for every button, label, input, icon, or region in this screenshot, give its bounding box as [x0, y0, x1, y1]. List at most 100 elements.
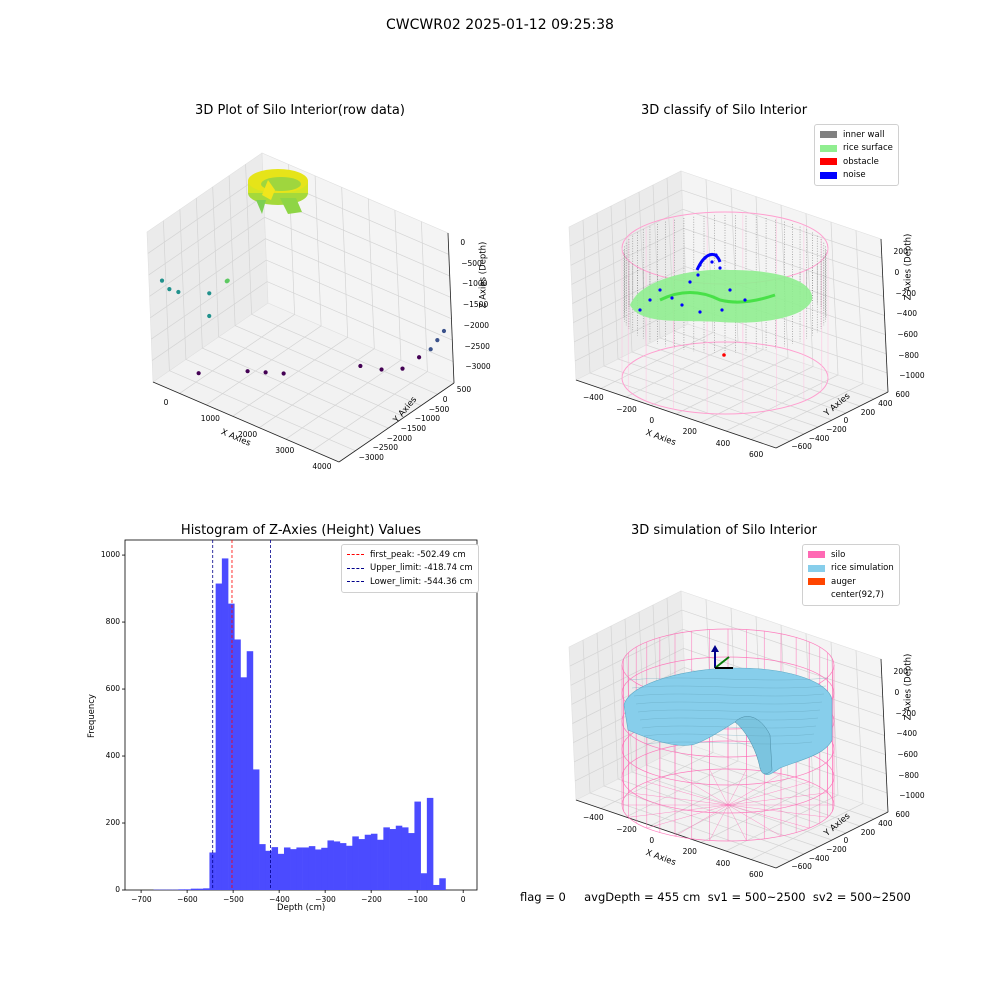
panel2-grid-y — [666, 177, 875, 400]
panel1-z-axis-line — [447, 232, 455, 384]
panel1-title: 3D Plot of Silo Interior(row data) — [195, 103, 405, 118]
panel4-x-tick: −400 — [583, 813, 604, 823]
rice-simulation-mesh — [643, 733, 815, 737]
panel4-z-axis-line — [880, 658, 889, 813]
panel2-grid-x — [650, 196, 764, 406]
histogram-plot-area — [124, 539, 478, 891]
histogram-bar — [420, 873, 428, 890]
noise-point — [696, 273, 700, 277]
panel1-y-tick: −3000 — [358, 452, 384, 462]
noise-point — [658, 288, 662, 292]
panel2-y-tick: 400 — [878, 398, 893, 408]
histogram-bar — [246, 651, 254, 890]
silo-wire-spoke — [628, 792, 729, 806]
legend-item-upper-limit: Upper_limit: -418.74 cm — [347, 562, 473, 576]
panel1-grid-y — [212, 186, 405, 418]
panel4-x-tick: 0 — [649, 836, 655, 846]
histogram-bar — [333, 841, 341, 890]
histogram-bar — [383, 827, 390, 890]
panel4-y-tick: 600 — [895, 810, 910, 820]
legend-swatch — [820, 171, 837, 179]
legend-item-noise: noise — [820, 169, 893, 183]
panel4-grid-z — [569, 609, 883, 679]
histogram-y-tick: 400 — [105, 751, 120, 761]
histogram-bar — [401, 827, 409, 890]
panel1-grid-y — [179, 209, 373, 440]
panel2-grid-y — [582, 219, 791, 442]
noise-point — [710, 260, 714, 264]
panel2-y-tick: 0 — [843, 416, 849, 426]
histogram-bar — [358, 839, 366, 890]
panel4-title: 3D simulation of Silo Interior — [631, 523, 817, 538]
panel1-x-tick: 4000 — [312, 462, 332, 471]
silo-wire-ring — [621, 740, 835, 814]
panel4-z-tick: −600 — [897, 749, 918, 759]
panel2-z-axis-line — [880, 238, 889, 393]
legend-item-lower-limit: Lower_limit: -544.36 cm — [347, 575, 473, 589]
histogram-x-tick: −100 — [407, 895, 428, 904]
legend-label: noise — [843, 170, 866, 181]
data-point — [245, 369, 250, 374]
legend-label: center(92,7) — [831, 590, 884, 601]
panel4-grid-y — [624, 618, 833, 841]
histogram-bar — [433, 884, 440, 890]
noise-point — [720, 308, 724, 312]
noise-point — [670, 296, 674, 300]
histogram-bar — [439, 878, 446, 890]
legend-item-first-peak: first_peak: -502.49 cm — [347, 548, 473, 562]
data-point — [400, 366, 405, 371]
panel4-x-tick: −200 — [616, 824, 637, 834]
panel2-z-tick: −600 — [897, 329, 918, 339]
silo-wire-spoke — [646, 804, 729, 829]
legend-swatch — [808, 564, 825, 572]
data-point — [263, 370, 268, 375]
panel4-grid-x — [725, 641, 839, 852]
panel4-z-tick: −200 — [895, 708, 917, 718]
panel1-z-tick: −3000 — [465, 362, 491, 372]
noise-cluster — [695, 253, 722, 271]
panel1-x-tick: 2000 — [238, 430, 258, 439]
silo-wire-spoke — [727, 792, 828, 806]
panel1-z-tick: −2000 — [463, 320, 490, 330]
panel1-y-tick: −500 — [428, 404, 450, 414]
panel4-y-tick: −200 — [826, 844, 847, 854]
data-point — [196, 371, 201, 376]
panel4-grid-z — [570, 628, 883, 698]
data-point — [176, 289, 181, 295]
panel2-grid-x — [725, 221, 839, 432]
histogram-bar — [221, 558, 229, 890]
legend-item-inner-wall: inner wall — [820, 128, 893, 142]
histogram-y-tick: 600 — [105, 684, 120, 694]
panel4-grid-x — [625, 607, 739, 818]
data-point — [159, 278, 165, 283]
panel1-3d-scatter — [146, 152, 455, 463]
histogram-bar — [296, 847, 303, 890]
panel4-y-tick: −400 — [808, 853, 830, 863]
histogram-bar — [414, 801, 421, 890]
histogram-bar — [203, 888, 210, 890]
panel2-grid-x — [700, 213, 814, 423]
noise-point — [718, 266, 722, 270]
panel1-grid-y — [163, 220, 356, 452]
panel2-z-tick: −800 — [898, 350, 919, 360]
panel4-legend: silo rice simulation auger center(92,7) — [802, 544, 900, 606]
data-point — [428, 347, 433, 352]
data-point — [435, 338, 440, 343]
panel2-legend: inner wall rice surface obstacle noise — [814, 124, 899, 186]
rice-simulation-mesh — [637, 709, 821, 713]
histogram-y-tick: 1000 — [100, 550, 120, 560]
panel1-grid-z — [149, 216, 451, 298]
silo-wire-spoke — [727, 804, 810, 829]
panel4-z-axis-label: Z Axies (Depth) — [903, 653, 914, 721]
histogram-bar — [197, 888, 204, 890]
panel2-3d-classify — [568, 170, 889, 449]
panel4-y-tick: 200 — [860, 827, 876, 837]
panel4-grid-y — [610, 625, 819, 848]
histogram-x-tick: −600 — [177, 895, 198, 904]
data-point — [207, 291, 212, 296]
histogram-bar — [321, 847, 328, 890]
panel1-x-axis-line — [152, 381, 340, 463]
panel2-z-axis-label: Z Axies (Depth) — [903, 233, 914, 301]
silo-wire-spoke — [674, 804, 729, 837]
histogram-x-tick: −400 — [269, 895, 290, 904]
